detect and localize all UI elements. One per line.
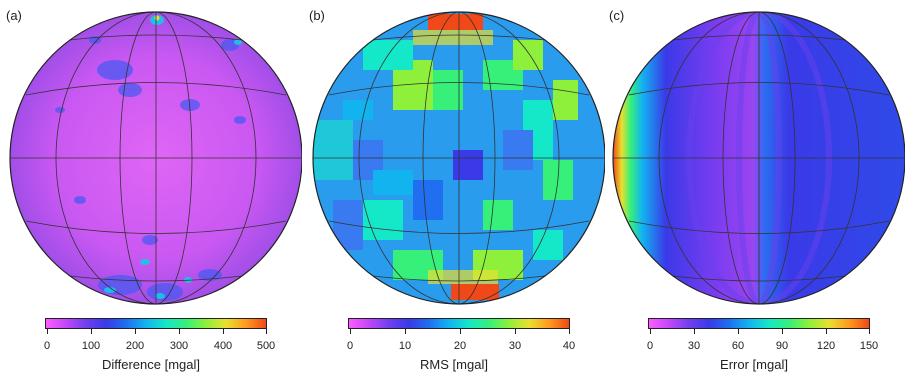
- tick-label: 0: [646, 340, 654, 352]
- colorbar-tick: [47, 329, 48, 334]
- colorbar: [45, 318, 267, 329]
- panel-difference: (a) 0 100 200 300 400 500 Difference [mg…: [0, 0, 302, 383]
- colorbar-tick: [515, 329, 516, 334]
- colorbar-tick: [569, 329, 570, 334]
- colorbar-tick: [91, 329, 92, 334]
- tick-label: 0: [43, 340, 51, 352]
- difference-globe: [9, 11, 302, 305]
- colorbar-tick: [869, 329, 870, 334]
- panel-label: (c): [609, 8, 625, 23]
- colorbar: [648, 318, 870, 329]
- panel-label: (a): [6, 8, 22, 23]
- panel-error: (c) 0 30 60 90 120 150 Error [mgal]: [603, 0, 905, 383]
- colorbar-title: Difference [mgal]: [101, 357, 201, 372]
- colorbar-tick: [350, 329, 351, 334]
- colorbar-tick: [405, 329, 406, 334]
- panel-label: (b): [309, 8, 325, 23]
- colorbar-tick: [650, 329, 651, 334]
- tick-label: 500: [256, 340, 276, 352]
- colorbar-title: Error [mgal]: [720, 357, 788, 372]
- error-globe: [612, 11, 905, 305]
- colorbar-title: RMS [mgal]: [420, 357, 488, 372]
- tick-label: 10: [398, 340, 412, 352]
- tick-label: 40: [562, 340, 576, 352]
- tick-label: 90: [775, 340, 789, 352]
- tick-label: 0: [346, 340, 354, 352]
- tick-label: 30: [508, 340, 522, 352]
- tick-label: 150: [859, 340, 879, 352]
- colorbar-tick: [782, 329, 783, 334]
- colorbar: [348, 318, 570, 329]
- rms-globe: [312, 11, 605, 305]
- colorbar-tick: [135, 329, 136, 334]
- tick-label: 20: [453, 340, 467, 352]
- colorbar-tick: [826, 329, 827, 334]
- colorbar-tick: [460, 329, 461, 334]
- colorbar-tick: [179, 329, 180, 334]
- colorbar-tick: [694, 329, 695, 334]
- colorbar-tick: [266, 329, 267, 334]
- tick-label: 200: [125, 340, 145, 352]
- tick-label: 60: [731, 340, 745, 352]
- tick-label: 100: [81, 340, 101, 352]
- tick-label: 300: [169, 340, 189, 352]
- colorbar-tick: [738, 329, 739, 334]
- tick-label: 120: [816, 340, 836, 352]
- tick-label: 400: [213, 340, 233, 352]
- tick-label: 30: [687, 340, 701, 352]
- colorbar-tick: [223, 329, 224, 334]
- panel-rms: (b) 0 10 20 30 40 RMS [mgal]: [303, 0, 605, 383]
